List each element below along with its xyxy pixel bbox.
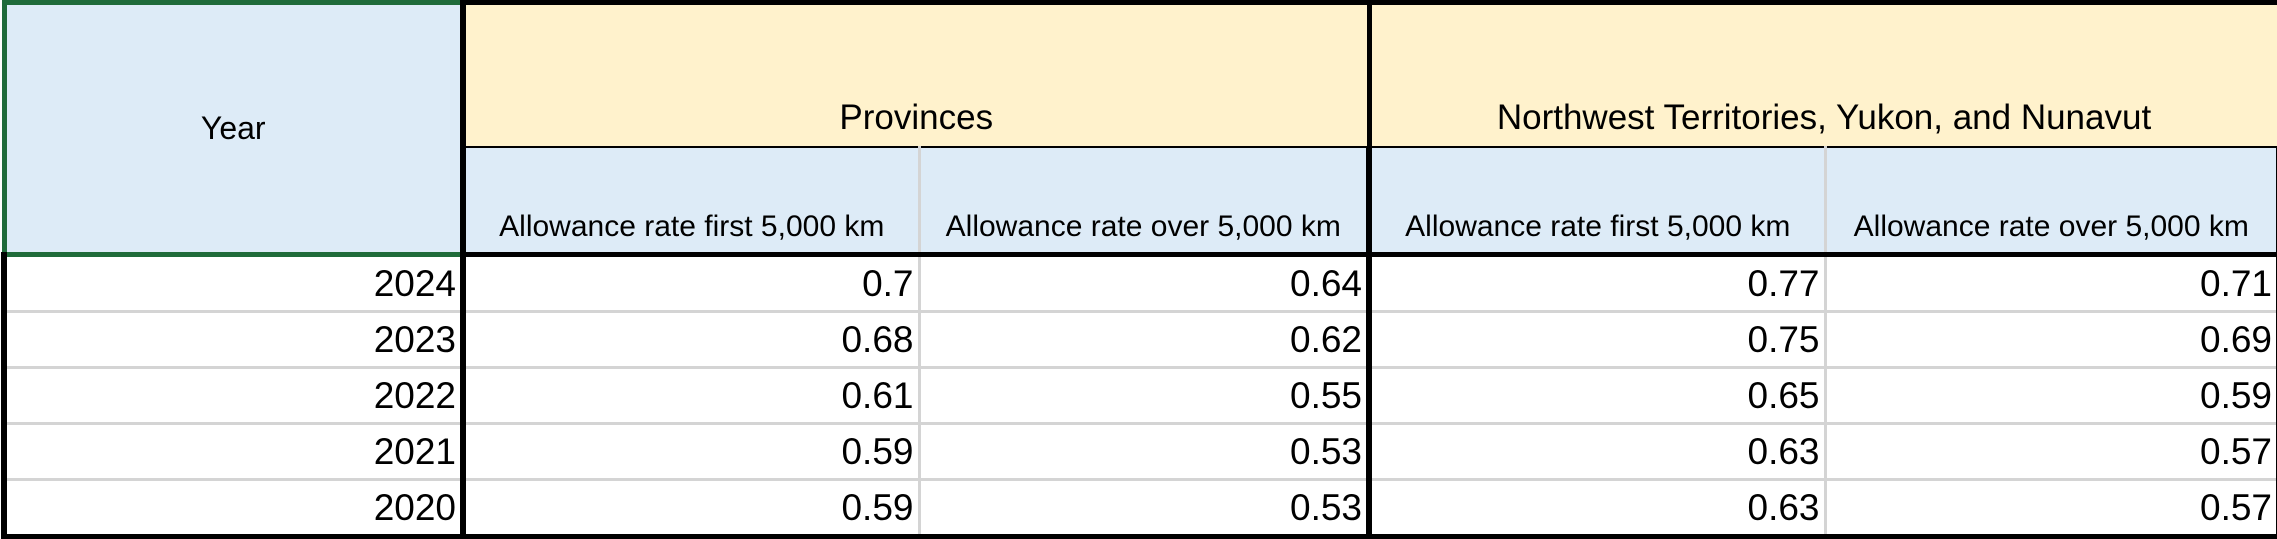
group-header[interactable]: Northwest Territories, Yukon, and Nunavu…: [1366, 0, 2277, 148]
rate-cell[interactable]: 0.68: [460, 310, 921, 369]
year-cell[interactable]: 2021: [1, 422, 466, 481]
rate-cell[interactable]: 0.61: [460, 366, 921, 425]
rate-cell[interactable]: 0.53: [917, 478, 1373, 539]
rate-cell[interactable]: 0.71: [1823, 253, 2277, 313]
row: 2022 0.61 0.55 0.65 0.59: [1, 366, 2277, 425]
column-header[interactable]: Allowance rate first 5,000 km: [460, 146, 921, 257]
row: 2020 0.59 0.53 0.63 0.57: [1, 478, 2277, 539]
row: 2021 0.59 0.53 0.63 0.57: [1, 422, 2277, 481]
rate-cell[interactable]: 0.65: [1366, 366, 1827, 425]
rate-cell[interactable]: 0.63: [1366, 422, 1827, 481]
row: 2024 0.7 0.64 0.77 0.71: [1, 253, 2277, 313]
rate-cell[interactable]: 0.57: [1823, 422, 2277, 481]
rate-cell[interactable]: 0.64: [917, 253, 1373, 313]
rate-cell[interactable]: 0.62: [917, 310, 1373, 369]
rate-cell[interactable]: 0.55: [917, 366, 1373, 425]
rate-cell[interactable]: 0.75: [1366, 310, 1827, 369]
year-cell[interactable]: 2024: [1, 253, 466, 313]
year-cell[interactable]: 2022: [1, 366, 466, 425]
rate-cell[interactable]: 0.57: [1823, 478, 2277, 539]
row: 2023 0.68 0.62 0.75 0.69: [1, 310, 2277, 369]
column-header[interactable]: Allowance rate first 5,000 km: [1366, 146, 1827, 257]
rate-cell[interactable]: 0.63: [1366, 478, 1827, 539]
year-cell[interactable]: 2020: [1, 478, 466, 539]
year-header[interactable]: Year: [1, 0, 466, 257]
rate-cell[interactable]: 0.77: [1366, 253, 1827, 313]
column-header[interactable]: Allowance rate over 5,000 km: [917, 146, 1373, 257]
table-body: 2024 0.7 0.64 0.77 0.71 2023 0.68 0.62 0.75 0.69 2…: [1, 253, 2277, 539]
rate-cell[interactable]: 0.59: [1823, 366, 2277, 425]
year-cell[interactable]: 2023: [1, 310, 466, 369]
rate-cell[interactable]: 0.59: [460, 422, 921, 481]
rate-cell[interactable]: 0.7: [460, 253, 921, 313]
column-header[interactable]: Allowance rate over 5,000 km: [1823, 146, 2277, 257]
rate-cell[interactable]: 0.69: [1823, 310, 2277, 369]
rate-cell[interactable]: 0.53: [917, 422, 1373, 481]
group-header[interactable]: Provinces: [460, 0, 1372, 148]
rate-cell[interactable]: 0.59: [460, 478, 921, 539]
